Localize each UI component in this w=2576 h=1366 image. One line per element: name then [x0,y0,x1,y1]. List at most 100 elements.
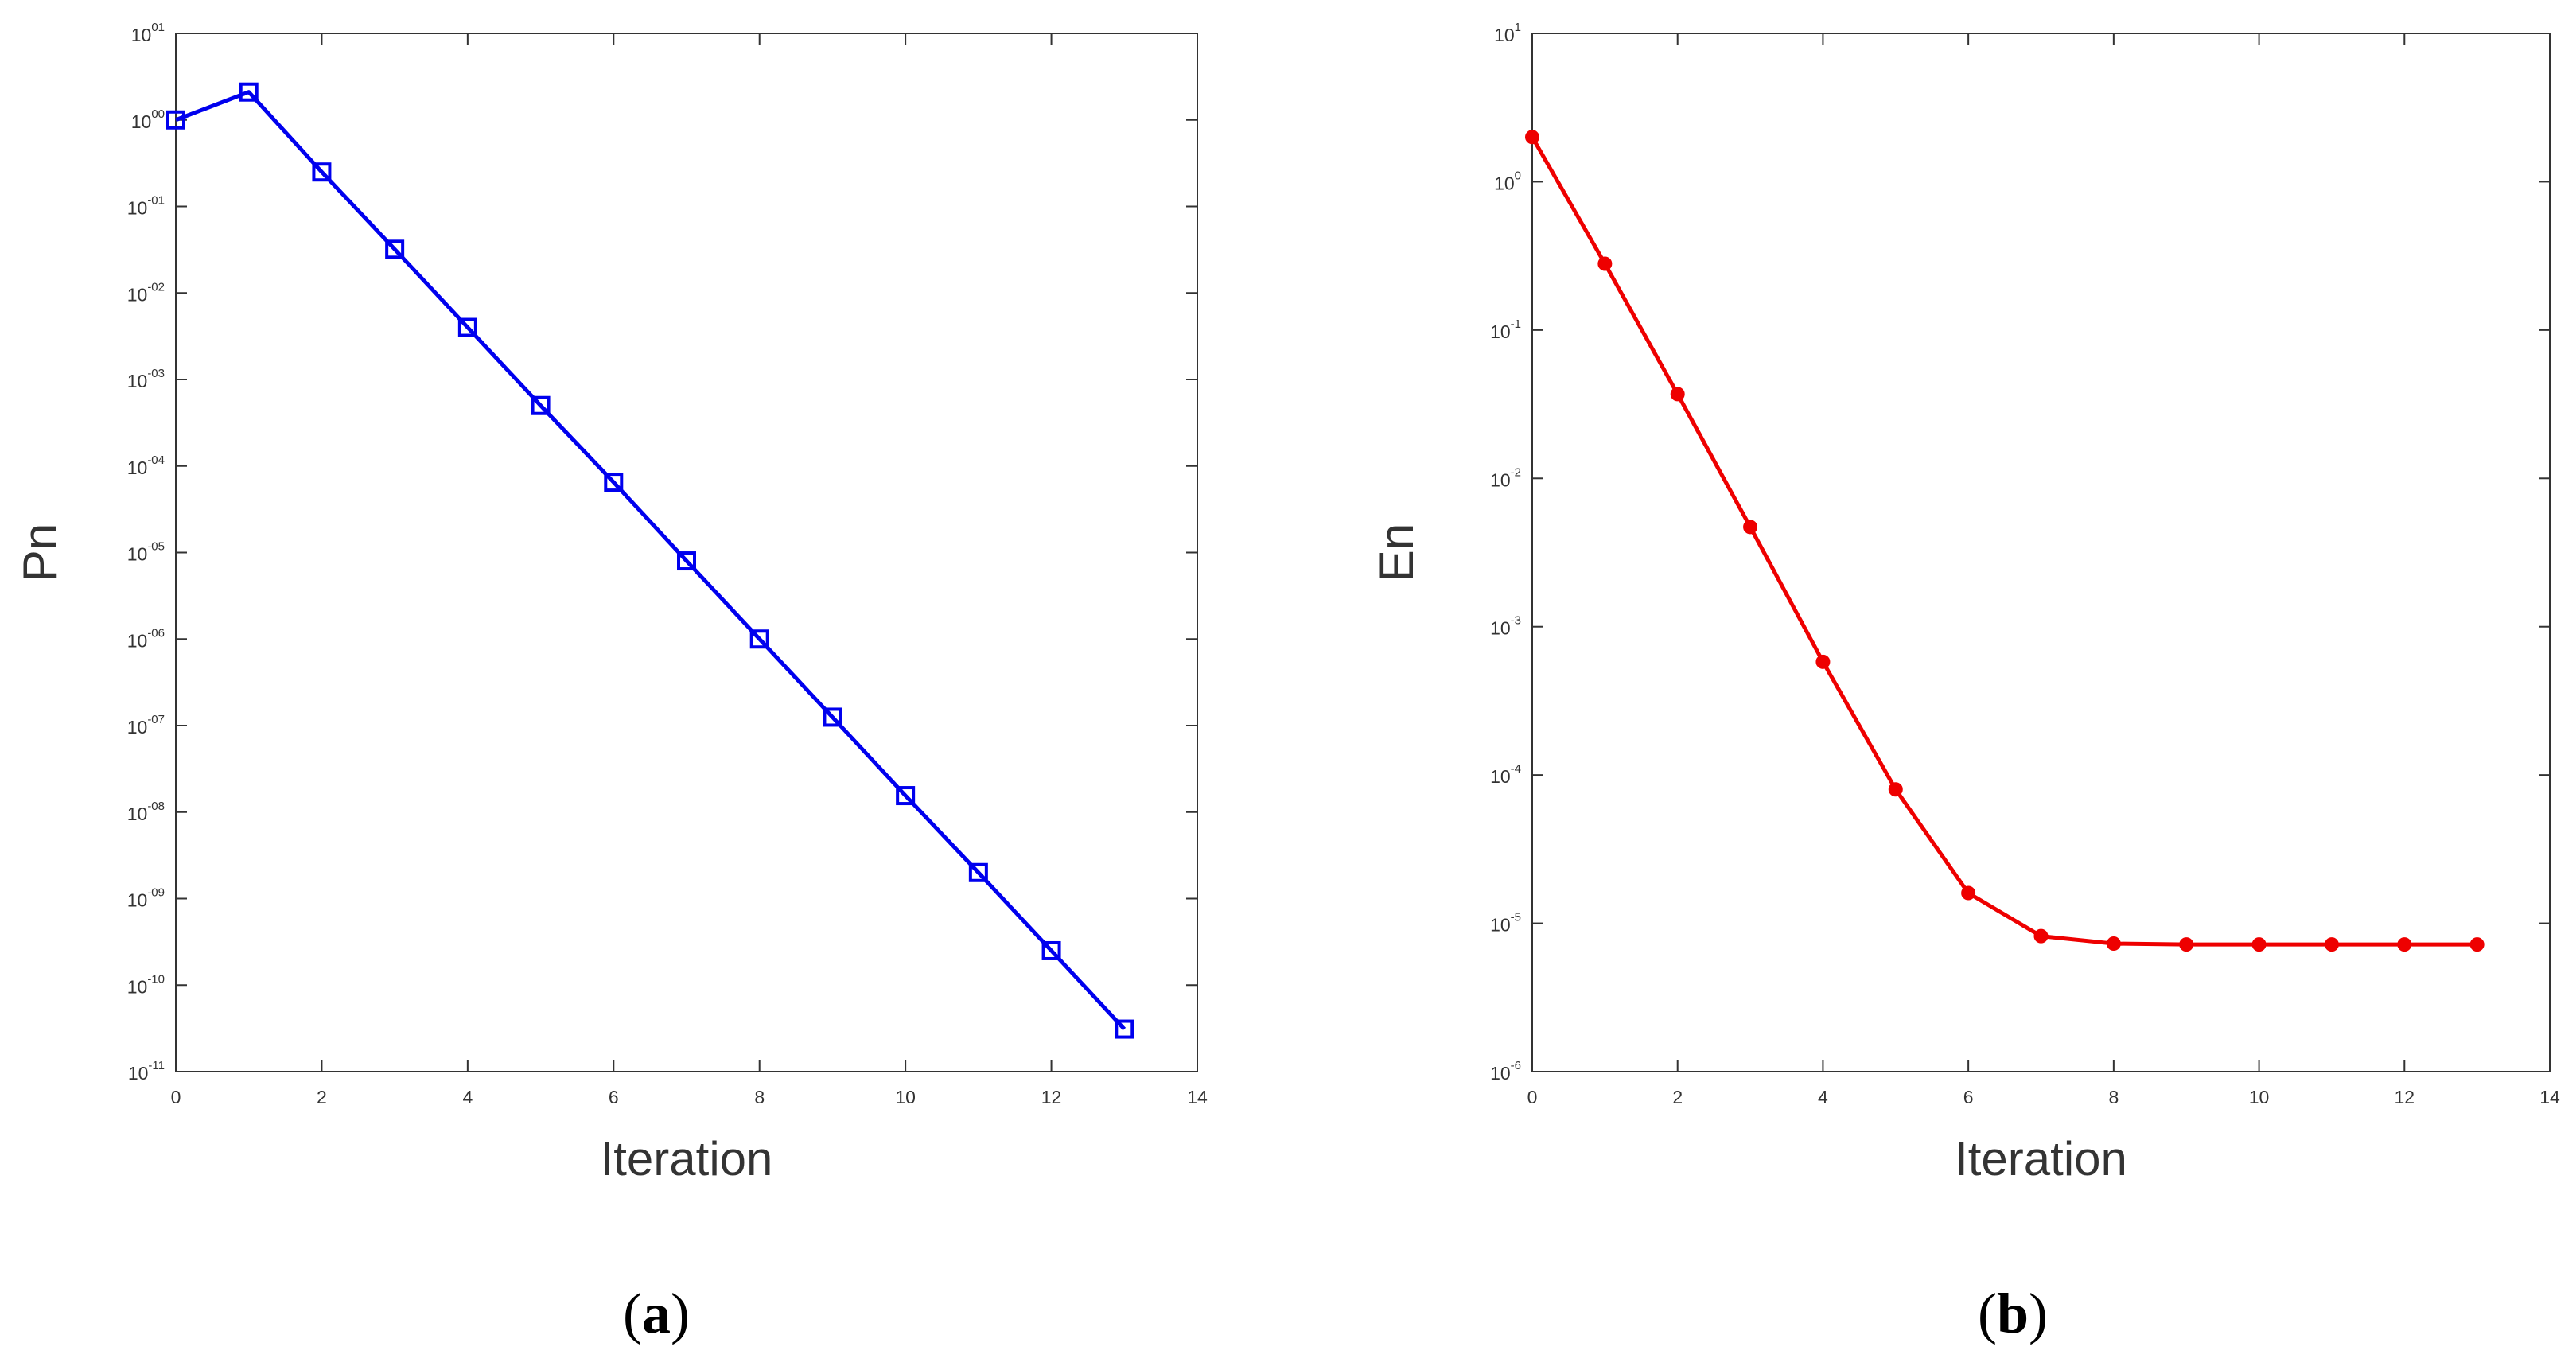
data-point [2397,937,2412,952]
y-tick-exponent: -07 [147,713,165,726]
y-tick-label: 10-03 [127,367,165,391]
data-point [531,395,551,415]
data-point [1743,520,1758,535]
y-tick-exponent: -05 [147,540,165,554]
data-point [1115,1019,1134,1039]
y-tick-exponent: -4 [1511,762,1521,776]
data-point [2469,937,2485,952]
x-tick-label: 0 [171,1087,181,1107]
y-tick-base: 10 [1490,618,1511,639]
data-point [1670,387,1685,402]
data-point [968,862,988,882]
data-point [1525,130,1539,145]
y-tick-exponent: -1 [1511,317,1521,331]
y-tick-label: 1001 [131,21,165,45]
y-tick-label: 10-3 [1490,614,1521,639]
y-tick-base: 10 [1490,1063,1511,1084]
panel-label-close-paren: ) [2029,1282,2048,1345]
panel-label-open-paren: ( [623,1282,642,1345]
y-tick-exponent: -5 [1511,911,1521,924]
panel-label-letter: b [1997,1282,2029,1345]
y-tick-label: 10-4 [1490,762,1521,787]
y-tick-base: 10 [131,111,152,132]
y-tick-base: 10 [127,198,148,219]
y-tick-exponent: -04 [147,453,165,467]
x-tick-label: 2 [317,1087,327,1107]
data-point [823,707,842,727]
y-tick-exponent: -11 [148,1059,165,1072]
x-tick-label: 4 [1818,1087,1828,1107]
y-tick-exponent: -6 [1511,1059,1521,1072]
y-tick-exponent: 1 [1515,21,1521,34]
data-point [1041,940,1061,960]
y-tick-label: 10-05 [127,540,165,565]
y-tick-label: 10-09 [127,886,165,911]
y-tick-label: 10-02 [127,280,165,305]
data-point [2033,928,2049,944]
y-tick-label: 10-2 [1490,465,1521,490]
panel-label: (a) [623,1282,690,1345]
x-tick-label: 4 [462,1087,473,1107]
x-tick-label: 10 [2249,1087,2270,1107]
y-tick-base: 10 [127,457,148,478]
x-tick-label: 14 [2539,1087,2560,1107]
y-tick-label: 10-07 [127,713,165,737]
y-tick-exponent: -03 [147,367,165,380]
data-point [239,82,259,102]
data-point [1815,654,1831,669]
y-tick-base: 10 [127,284,148,305]
y-tick-exponent: -3 [1511,614,1521,628]
x-tick-label: 12 [2394,1087,2415,1107]
panel-a: 0 2 4 6 8 10 12 1410-1110-1010-0910-0810-0710-0… [14,21,1208,1345]
data-point [312,162,332,182]
data-point [749,629,769,649]
series-line [1530,136,2477,947]
y-tick-label: 10-04 [127,453,165,478]
y-tick-label: 1000 [131,107,165,132]
y-tick-base: 10 [128,1063,149,1084]
data-point [2179,937,2194,952]
data-point [896,786,916,806]
y-tick-label: 10-08 [127,800,165,824]
x-tick-label: 8 [754,1087,765,1107]
x-tick-label: 6 [609,1087,619,1107]
y-axis-label: En [1370,523,1423,582]
data-point [1961,885,1976,901]
y-tick-base: 10 [127,890,148,911]
y-tick-label: 100 [1494,169,1521,193]
y-tick-exponent: -2 [1511,465,1521,479]
y-tick-base: 10 [1490,469,1511,490]
x-axis-label: Iteration [601,1132,773,1185]
x-tick-label: 14 [1187,1087,1208,1107]
data-point [385,239,405,259]
y-tick-base: 10 [127,717,148,737]
series-line [175,90,1127,1031]
y-tick-base: 10 [1494,25,1515,45]
data-point [1597,256,1613,271]
y-tick-exponent: 00 [151,107,165,121]
y-tick-base: 10 [127,630,148,651]
x-tick-label: 2 [1672,1087,1683,1107]
data-point [677,551,696,571]
panel-label-letter: a [642,1282,671,1345]
y-tick-base: 10 [131,25,152,45]
x-tick-label: 10 [895,1087,916,1107]
y-tick-base: 10 [127,544,148,565]
y-tick-label: 10-6 [1490,1059,1521,1084]
y-tick-label: 10-1 [1490,317,1521,342]
y-tick-exponent: 0 [1515,169,1521,182]
y-tick-exponent: -09 [147,886,165,900]
y-tick-exponent: 01 [151,21,165,34]
y-tick-base: 10 [1490,321,1511,342]
plot-frame [1531,33,2551,1072]
y-tick-exponent: -10 [147,972,165,986]
y-tick-label: 101 [1494,21,1521,45]
data-point [604,473,624,492]
data-point [2251,937,2267,952]
x-tick-label: 12 [1041,1087,1062,1107]
data-point [2324,937,2339,952]
y-axis-label: Pn [14,523,67,582]
y-tick-label: 10-5 [1490,911,1521,936]
x-axis-label: Iteration [1955,1132,2127,1185]
